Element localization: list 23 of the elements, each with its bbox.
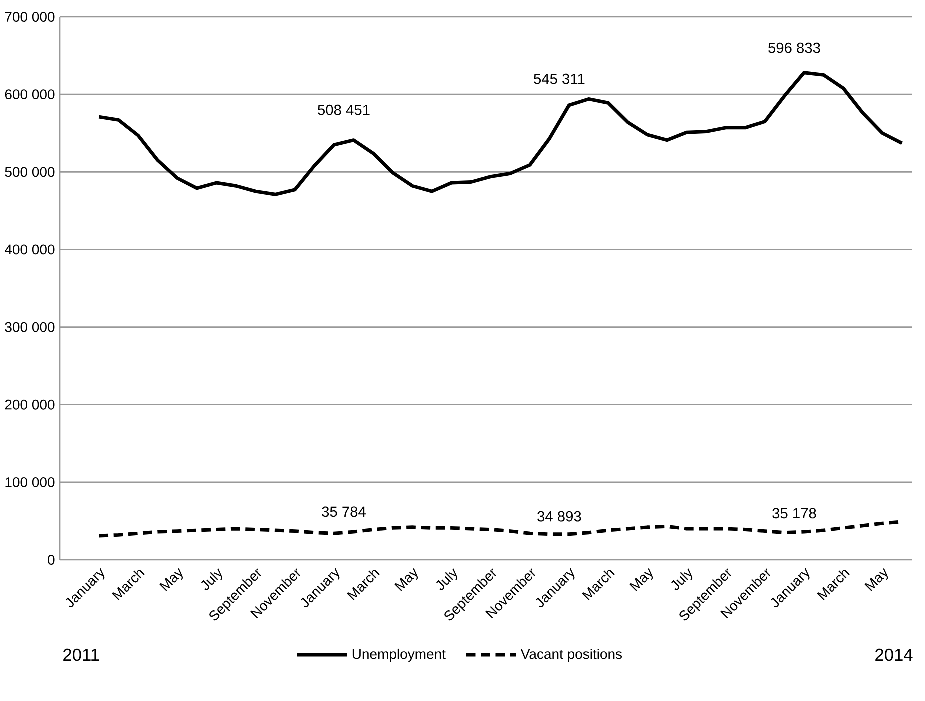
y-tick-label: 300 000 bbox=[5, 322, 55, 332]
x-tick-label: May bbox=[630, 568, 654, 592]
y-tick-label: 500 000 bbox=[5, 167, 55, 178]
y-tick-label: 400 000 bbox=[5, 244, 55, 255]
line-series bbox=[97, 71, 904, 196]
annotation: 545 311 bbox=[534, 74, 585, 84]
annotation: 596 833 bbox=[768, 42, 820, 54]
annotation: 508 451 bbox=[318, 104, 370, 116]
x-tick-label: May bbox=[394, 568, 418, 592]
text: 2011 bbox=[64, 648, 100, 662]
y-tick-label: 700 000 bbox=[5, 12, 55, 22]
text: 2014 bbox=[876, 648, 913, 662]
y-tick-label: 600 000 bbox=[5, 90, 55, 100]
y-tick-label: 100 000 bbox=[6, 477, 55, 488]
legend-label: Unemployment bbox=[352, 648, 446, 662]
y-tick-label: 0 bbox=[48, 555, 55, 565]
y-tick-label: 200 000 bbox=[5, 400, 55, 410]
annotation: 35 178 bbox=[772, 508, 816, 519]
legend-label: Vacant positions bbox=[520, 648, 622, 662]
x-tick-label: May bbox=[864, 568, 888, 592]
x-tick-label: May bbox=[160, 568, 183, 592]
annotation: 35 784 bbox=[322, 506, 366, 518]
annotation: 34 893 bbox=[538, 511, 582, 522]
